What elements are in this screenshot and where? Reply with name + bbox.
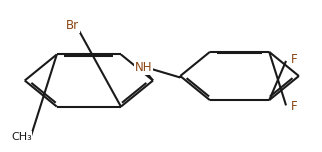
Text: NH: NH: [135, 61, 152, 74]
Text: Br: Br: [66, 19, 80, 32]
Text: F: F: [291, 100, 297, 113]
Text: CH₃: CH₃: [11, 132, 32, 142]
Text: F: F: [291, 53, 297, 66]
